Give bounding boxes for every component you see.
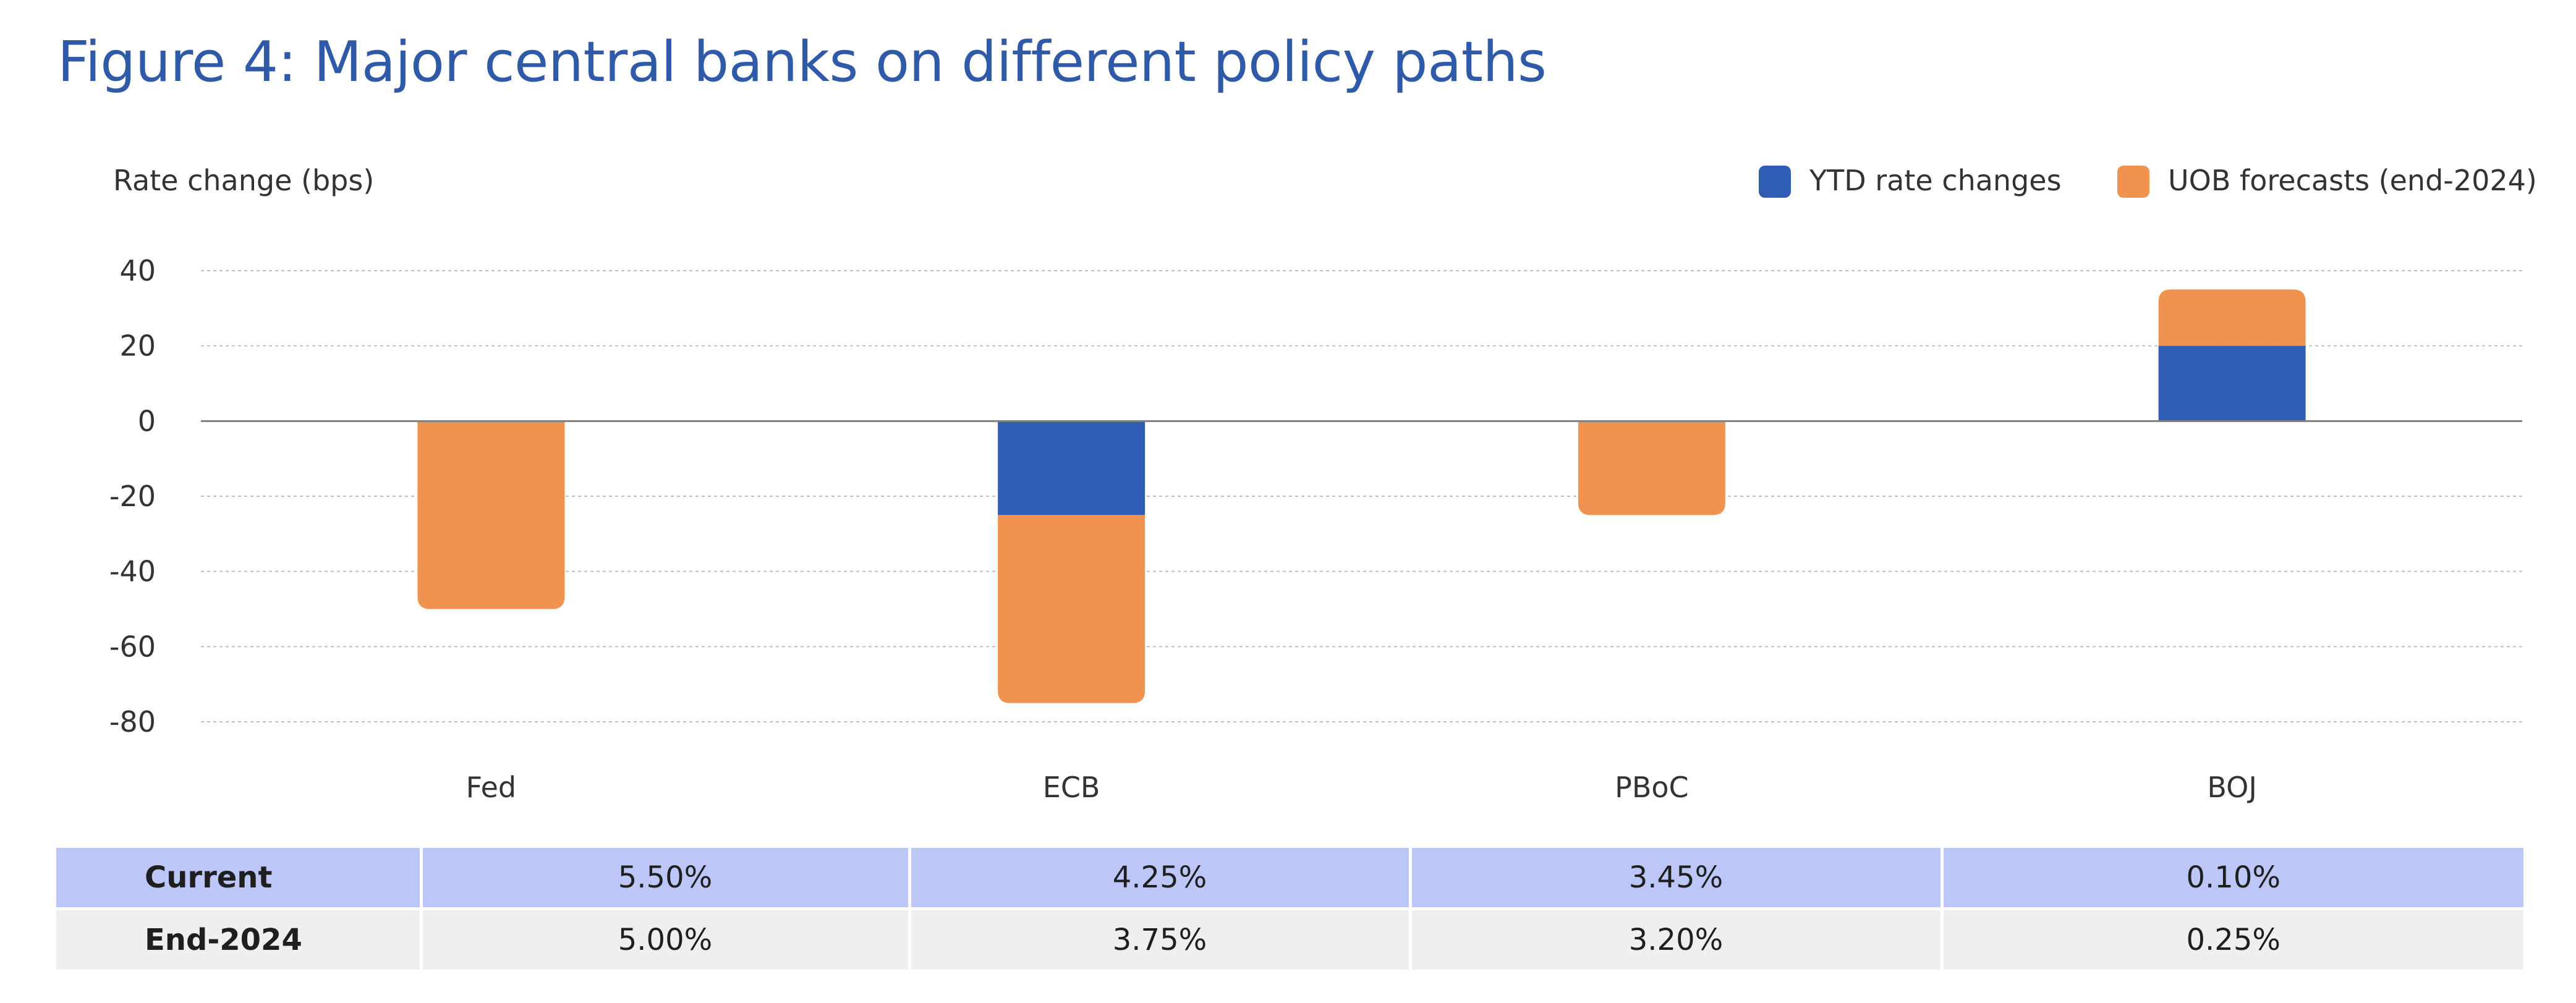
cell-end-boj: 0.25% (1942, 908, 2523, 970)
y-axis-title: Rate change (bps) (113, 164, 374, 197)
bar-boj-forecast (2158, 289, 2306, 346)
table-row-end-2024: End-2024 5.00% 3.75% 3.20% 0.25% (56, 908, 2523, 970)
bar-boj-ytd (2158, 345, 2306, 421)
x-tick-label: PBoC (1615, 771, 1689, 804)
cell-current-fed: 5.50% (421, 848, 911, 909)
y-tick-label: 20 (119, 329, 156, 363)
y-tick-label: 0 (138, 404, 156, 438)
y-tick-label: -20 (109, 480, 156, 513)
legend-ytd-label: YTD rate changes (1809, 164, 2062, 197)
bar-ecb-forecast (998, 515, 1146, 703)
legend-forecast-swatch (2117, 166, 2149, 198)
table-row-current: Current 5.50% 4.25% 3.45% 0.10% (56, 848, 2523, 909)
row-label-current: Current (56, 848, 423, 909)
y-tick-label: -40 (109, 555, 156, 588)
bar-ecb-ytd (998, 421, 1146, 515)
bar-fed-forecast (417, 421, 565, 609)
cell-end-fed: 5.00% (421, 908, 911, 970)
legend-forecast-label: UOB forecasts (end-2024) (2168, 164, 2537, 197)
x-tick-label: BOJ (2207, 771, 2257, 804)
x-tick-label: ECB (1043, 771, 1100, 804)
legend-ytd-swatch (1759, 166, 1791, 198)
cell-current-pboc: 3.45% (1410, 848, 1944, 909)
y-tick-label: -80 (109, 705, 156, 738)
cell-current-ecb: 4.25% (909, 848, 1412, 909)
chart-title: Figure 4: Major central banks on differe… (57, 30, 1547, 95)
cell-current-boj: 0.10% (1942, 848, 2523, 909)
row-label-end-2024: End-2024 (56, 908, 423, 970)
cell-end-pboc: 3.20% (1410, 908, 1944, 970)
rates-table: Current 5.50% 4.25% 3.45% 0.10% End-2024… (56, 848, 2523, 970)
cell-end-ecb: 3.75% (909, 908, 1412, 970)
x-tick-label: Fed (466, 771, 516, 804)
y-tick-label: -60 (109, 630, 156, 663)
bar-pboc-forecast (1578, 421, 1725, 515)
y-tick-label: 40 (119, 254, 156, 287)
